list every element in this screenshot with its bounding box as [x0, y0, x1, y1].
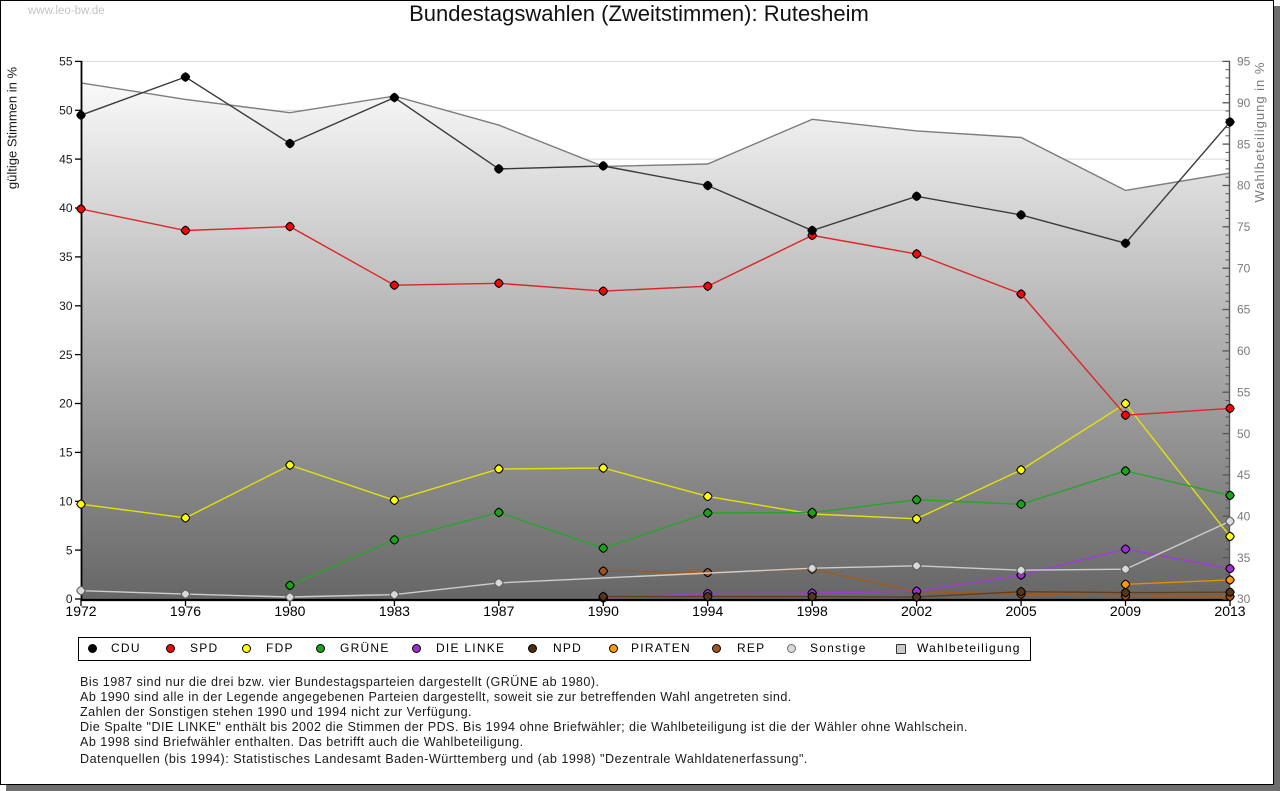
svg-text:75: 75: [1237, 220, 1251, 234]
svg-text:1983: 1983: [379, 603, 410, 619]
svg-text:Wahlbeteiligung in %: Wahlbeteiligung in %: [1252, 62, 1267, 203]
svg-text:50: 50: [1237, 427, 1251, 441]
svg-text:60: 60: [1237, 344, 1251, 358]
svg-text:20: 20: [59, 397, 73, 411]
svg-text:1976: 1976: [170, 603, 201, 619]
svg-text:1998: 1998: [797, 603, 828, 619]
svg-text:50: 50: [59, 104, 73, 118]
svg-text:55: 55: [59, 55, 73, 69]
svg-text:30: 30: [59, 299, 73, 313]
svg-text:90: 90: [1237, 96, 1251, 110]
svg-text:95: 95: [1237, 55, 1251, 69]
svg-text:1994: 1994: [692, 603, 723, 619]
svg-text:55: 55: [1237, 385, 1251, 399]
svg-text:2009: 2009: [1110, 603, 1141, 619]
svg-text:45: 45: [59, 152, 73, 166]
svg-text:10: 10: [59, 495, 73, 509]
svg-text:45: 45: [1237, 468, 1251, 482]
svg-text:85: 85: [1237, 137, 1251, 151]
svg-text:80: 80: [1237, 179, 1251, 193]
svg-text:30: 30: [1237, 592, 1251, 606]
svg-text:1987: 1987: [483, 603, 514, 619]
svg-text:40: 40: [59, 201, 73, 215]
svg-text:2005: 2005: [1006, 603, 1037, 619]
svg-text:5: 5: [66, 543, 73, 557]
svg-text:15: 15: [59, 446, 73, 460]
svg-text:40: 40: [1237, 510, 1251, 524]
svg-text:25: 25: [59, 348, 73, 362]
svg-text:65: 65: [1237, 303, 1251, 317]
svg-text:1972: 1972: [65, 603, 96, 619]
svg-text:35: 35: [59, 250, 73, 264]
svg-text:2002: 2002: [901, 603, 932, 619]
svg-text:1990: 1990: [588, 603, 619, 619]
svg-text:2013: 2013: [1214, 603, 1245, 619]
svg-text:70: 70: [1237, 261, 1251, 275]
svg-text:35: 35: [1237, 551, 1251, 565]
svg-text:gültige Stimmen in %: gültige Stimmen in %: [5, 67, 20, 190]
svg-text:0: 0: [66, 592, 73, 606]
svg-text:1980: 1980: [274, 603, 305, 619]
